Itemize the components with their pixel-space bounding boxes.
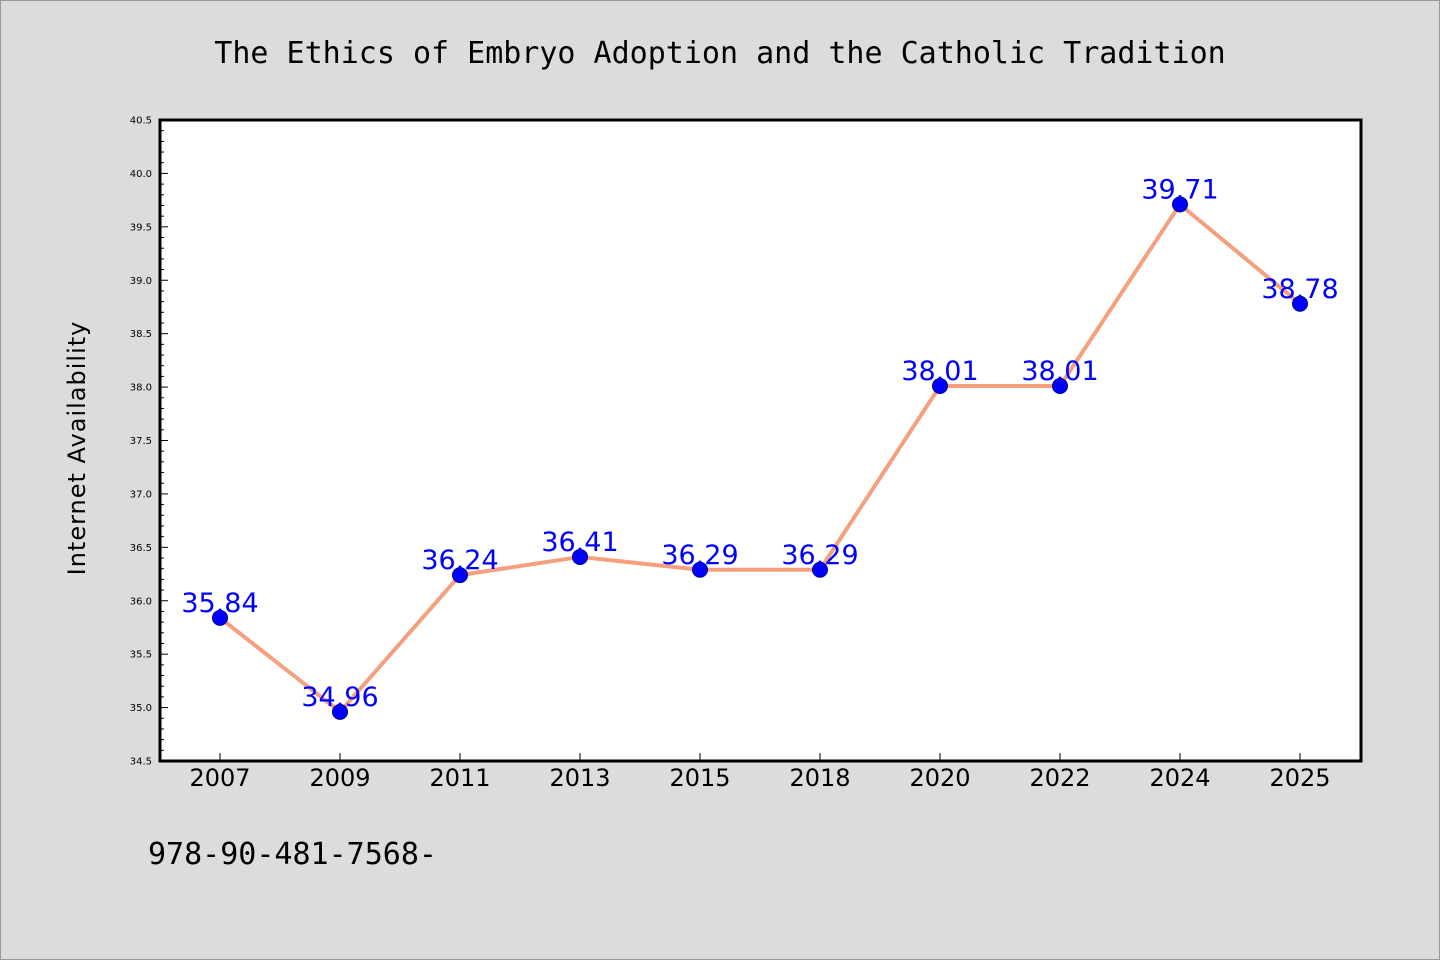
x-tick-label: 2025 <box>1269 764 1330 792</box>
y-tick-label: 37.5 <box>130 436 152 447</box>
y-tick-label: 36.5 <box>130 543 152 554</box>
data-label: 39.71 <box>1141 174 1218 205</box>
x-tick-label: 2020 <box>909 764 970 792</box>
y-tick-label: 39.5 <box>130 222 152 233</box>
data-point <box>1052 378 1068 395</box>
y-tick-label: 39.0 <box>130 276 152 287</box>
x-tick-label: 2018 <box>789 764 850 792</box>
data-label: 36.41 <box>541 527 618 558</box>
y-tick-label: 40.0 <box>130 169 152 180</box>
y-tick-label: 34.5 <box>130 757 152 768</box>
y-axis: 34.5 35.0 35.5 36.0 36.5 37.0 37.5 38.0 38.5 39.0… <box>130 116 168 768</box>
x-tick-label: 2007 <box>189 764 250 792</box>
x-axis: 2007 2009 2011 2013 2015 2018 2020 2022 2024 2025 <box>189 753 1331 792</box>
y-tick-label: 36.0 <box>130 596 152 607</box>
data-label: 36.29 <box>781 540 858 571</box>
y-tick-label: 38.5 <box>130 329 152 340</box>
data-point <box>1172 196 1188 213</box>
y-tick-label: 35.0 <box>130 703 152 714</box>
data-label: 38.01 <box>901 356 978 387</box>
y-tick-label: 37.0 <box>130 489 152 500</box>
series <box>212 196 1308 720</box>
data-label: 34.96 <box>301 682 378 713</box>
x-tick-label: 2013 <box>549 764 610 792</box>
x-tick-label: 2009 <box>309 764 370 792</box>
y-axis-label: Internet Availability <box>63 321 91 576</box>
data-point <box>1292 295 1308 312</box>
y-tick-label: 38.0 <box>130 383 152 394</box>
x-tick-label: 2024 <box>1149 764 1210 792</box>
data-point <box>332 703 348 720</box>
y-tick-label: 40.5 <box>130 116 152 127</box>
data-label: 36.29 <box>661 540 738 571</box>
data-label: 35.84 <box>181 588 258 619</box>
data-point <box>932 378 948 395</box>
data-point <box>212 609 228 626</box>
data-point <box>572 548 588 565</box>
chart-title: The Ethics of Embryo Adoption and the Ca… <box>214 36 1225 71</box>
data-label: 38.78 <box>1261 274 1338 305</box>
data-label: 36.24 <box>421 545 498 576</box>
x-tick-label: 2022 <box>1029 764 1090 792</box>
y-tick-label: 35.5 <box>130 650 152 661</box>
data-label: 38.01 <box>1021 356 1098 387</box>
footer-text: 978-90-481-7568- <box>148 837 437 872</box>
x-tick-label: 2015 <box>669 764 730 792</box>
data-labels: 35.84 34.96 36.24 36.41 36.29 36.29 38.01 38.01… <box>181 174 1338 712</box>
series-line <box>218 202 1302 714</box>
data-point <box>812 561 828 578</box>
plot-area <box>158 118 1363 763</box>
x-tick-label: 2011 <box>429 764 490 792</box>
data-point <box>692 561 708 578</box>
data-point <box>452 567 468 584</box>
